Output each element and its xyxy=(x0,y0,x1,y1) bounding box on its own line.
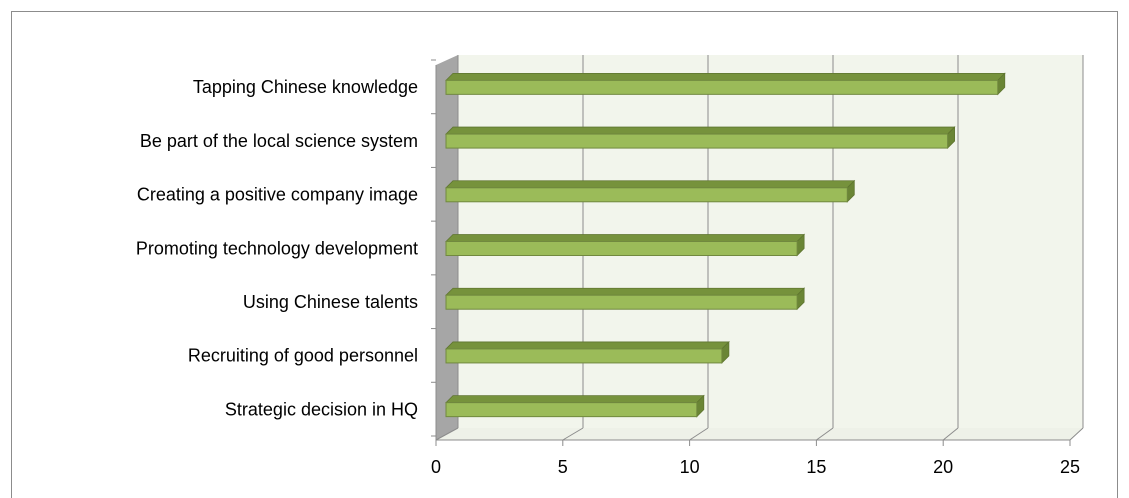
x-tick-label: 20 xyxy=(933,457,953,477)
y-tick-label: Promoting technology development xyxy=(136,238,418,258)
floor-grid-line xyxy=(435,427,459,441)
bar-top xyxy=(445,180,856,189)
y-tick-label: Tapping Chinese knowledge xyxy=(193,77,418,97)
bar-top xyxy=(445,341,730,350)
bar-top xyxy=(445,287,806,296)
x-tick-label: 25 xyxy=(1060,457,1080,477)
floor-grid-line xyxy=(942,427,959,441)
x-tick-label: 5 xyxy=(558,457,568,477)
floor-grid-line xyxy=(816,427,834,441)
bar xyxy=(445,402,698,418)
floor-grid-line xyxy=(689,427,709,441)
x-tick-label: 10 xyxy=(680,457,700,477)
x-tick-label: 15 xyxy=(806,457,826,477)
floor-grid-line xyxy=(1069,427,1084,441)
y-tick-label: Creating a positive company image xyxy=(137,185,418,205)
bar-top xyxy=(445,126,956,135)
bar xyxy=(445,241,798,256)
bar-top xyxy=(445,395,705,404)
y-tick-label: Strategic decision in HQ xyxy=(225,399,418,419)
bar xyxy=(445,133,949,149)
bar xyxy=(445,294,798,310)
bar xyxy=(445,348,723,364)
y-tick-label: Be part of the local science system xyxy=(140,131,418,151)
bar-top xyxy=(445,234,806,242)
bar-top xyxy=(445,72,1006,81)
y-tick-label: Using Chinese talents xyxy=(243,292,418,312)
floor-grid-line xyxy=(562,427,584,441)
bar xyxy=(445,187,848,203)
floor xyxy=(436,428,1083,440)
y-tick-label: Recruiting of good personnel xyxy=(188,346,418,366)
bar xyxy=(445,79,999,95)
x-tick-label: 0 xyxy=(431,457,441,477)
